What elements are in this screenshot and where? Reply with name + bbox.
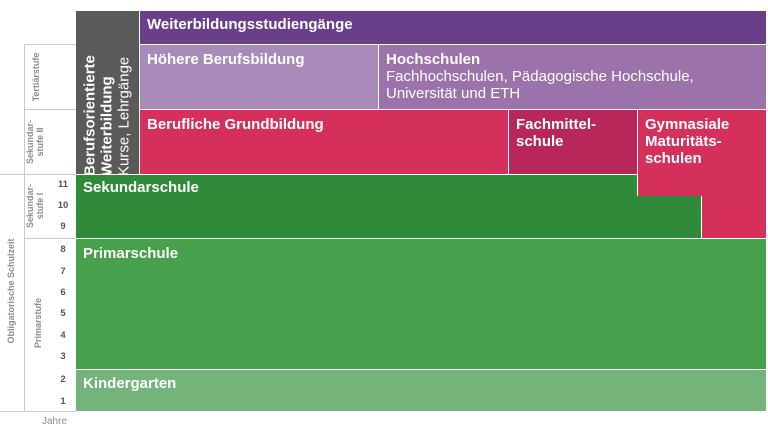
weiterbildungsstudiengaenge-label: Weiterbildungsstudiengänge — [147, 16, 353, 33]
sekundarstufe-1-label: Sekundar-stufe I — [25, 184, 45, 229]
fachmittelschule-label: Fachmittel-schule — [516, 116, 597, 150]
jahre-axis-label: Jahre — [42, 416, 68, 427]
primarschule-label: Primarschule — [83, 245, 179, 262]
berufliche-grundbildung-block: Berufliche Grundbildung — [140, 110, 508, 174]
year-tick-8: 8 — [60, 244, 66, 255]
primarstufe-label: Primarstufe — [33, 297, 43, 349]
side-divider-bottom — [0, 411, 76, 412]
sekundarschule-label-box: Sekundarschule — [76, 175, 206, 199]
gymnasiale-label: Gymnasiale Maturitäts-schulen — [645, 116, 730, 167]
year-tick-1: 1 — [60, 396, 66, 407]
year-tick-3: 3 — [60, 351, 66, 362]
berufsorientierte-weiterbildung-text: Berufsorientierte Weiterbildung Kurse, L… — [82, 16, 133, 176]
primarschule-block: Primarschule — [76, 239, 766, 369]
year-tick-11: 11 — [57, 179, 69, 190]
hochschulen-block: Hochschulen Fachhochschulen, Pädagogisch… — [379, 45, 766, 109]
berufsorientierte-weiterbildung-block — [76, 11, 139, 174]
sekundarschule-block-upper — [76, 175, 637, 196]
side-divider-tertiaer-top — [24, 44, 76, 45]
tertiaerstufe-label: Tertiärstufe — [31, 52, 41, 102]
year-tick-4: 4 — [60, 330, 66, 341]
sekundarstufe-2-label: Sekundar-stufe II — [25, 120, 45, 165]
year-tick-5: 5 — [60, 308, 66, 319]
kindergarten-label: Kindergarten — [83, 375, 177, 392]
hoehere-berufsbildung-label: Höhere Berufsbildung — [147, 51, 305, 68]
side-divider-tertiaer-bottom — [24, 109, 76, 110]
year-tick-2: 2 — [60, 374, 66, 385]
hochschulen-title: Hochschulen — [386, 51, 481, 68]
gymnasiale-block-upper — [638, 110, 766, 196]
sekundarschule-block-lower — [76, 196, 701, 238]
kindergarten-block: Kindergarten — [76, 370, 766, 411]
fachmittelschule-block: Fachmittel-schule — [509, 110, 637, 174]
weiterbildungsstudiengaenge-block: Weiterbildungsstudiengänge — [140, 11, 766, 44]
year-tick-10: 10 — [57, 200, 69, 211]
side-divider-sek2-bottom — [0, 174, 76, 175]
side-divider-vertical-inner — [24, 44, 25, 411]
berufsorientierte-title: Berufsorientierte Weiterbildung — [81, 55, 116, 176]
berufsorientierte-sub: Kurse, Lehrgänge — [115, 56, 133, 176]
gymnasiale-block-lower — [702, 196, 766, 238]
year-tick-9: 9 — [60, 221, 66, 232]
year-tick-7: 7 — [60, 266, 66, 277]
year-tick-6: 6 — [60, 287, 66, 298]
sekundarschule-label: Sekundarschule — [83, 179, 199, 196]
hochschulen-subtitle: Fachhochschulen, Pädagogische Hochschule… — [386, 68, 694, 102]
hoehere-berufsbildung-block: Höhere Berufsbildung — [140, 45, 378, 109]
berufliche-grundbildung-label: Berufliche Grundbildung — [147, 116, 324, 133]
side-divider-sek1-bottom — [24, 238, 76, 239]
obligatorische-schulzeit-label: Obligatorische Schulzeit — [6, 238, 16, 344]
